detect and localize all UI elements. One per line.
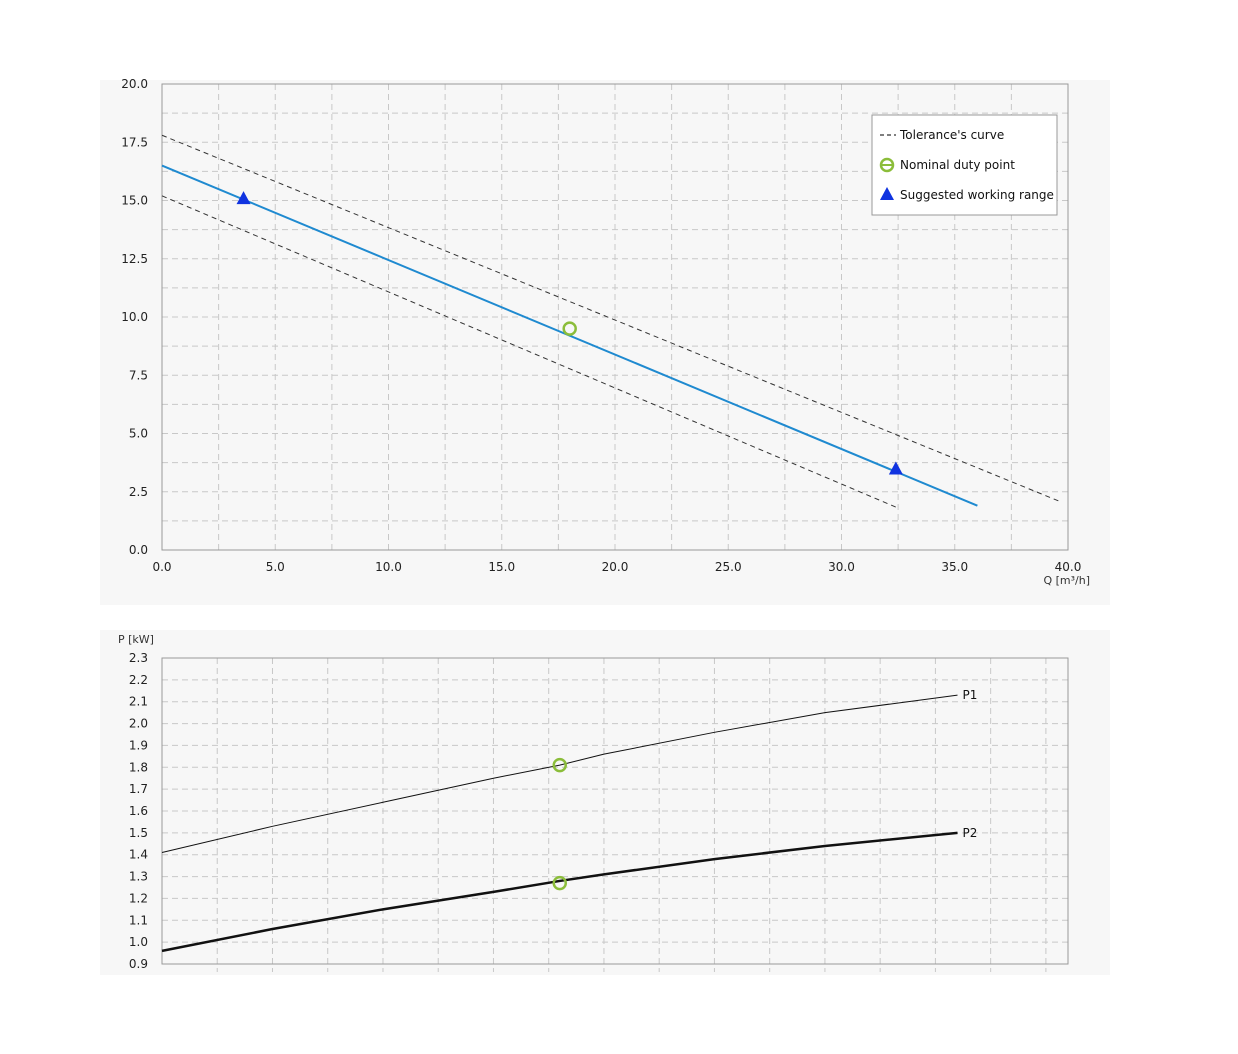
chart-background (100, 630, 1110, 975)
y-tick-label: 10.0 (121, 310, 148, 324)
y-tick-label: 1.1 (129, 913, 148, 927)
y-tick-label: 1.8 (129, 760, 148, 774)
legend-box (871, 114, 1058, 216)
y-tick-label: 2.0 (129, 717, 148, 731)
series-P1-line (161, 694, 958, 854)
y-tick-label: 7.5 (129, 368, 148, 382)
y-tick-label: 1.0 (129, 935, 148, 949)
legend-blue-triangle-icon (880, 187, 894, 200)
y-tick-label: 20.0 (121, 77, 148, 91)
y-tick-label: 2.5 (129, 485, 148, 499)
series-P2-label: P2 (963, 826, 978, 840)
duty-point-marker (562, 321, 577, 336)
legend-tolerance-label: Tolerance's curve (899, 128, 1004, 142)
y-tick-label: 5.0 (129, 427, 148, 441)
y-axis-ticks: 0.9 1.0 1.1 1.2 1.3 1.4 1.5 1.6 1.7 1.8 1.9 2.0 2.1 2… (129, 651, 148, 971)
y-tick-label: 0.9 (129, 957, 148, 971)
duty-point-marker (552, 757, 568, 773)
y-tick-label: 0.0 (129, 543, 148, 557)
grid (162, 658, 1068, 972)
y-tick-label: 1.6 (129, 804, 148, 818)
y-tick-label: 17.5 (121, 135, 148, 149)
duty-point-marker (552, 875, 568, 891)
x-tick-label: 35.0 (941, 560, 968, 574)
y-tick-label: 1.4 (129, 848, 148, 862)
y-tick-label: 15.0 (121, 194, 148, 208)
x-tick-label: 20.0 (602, 560, 629, 574)
legend: Tolerance's curve Nominal duty point Sug… (871, 114, 1058, 216)
y-tick-label: 1.3 (129, 870, 148, 884)
series-P2-line (161, 831, 958, 953)
x-tick-label: 5.0 (266, 560, 285, 574)
y-tick-label: 1.2 (129, 891, 148, 905)
y-tick-label: 2.3 (129, 651, 148, 665)
y-axis-ticks: 0.0 2.5 5.0 7.5 10.0 12.5 15.0 17.5 20.0 (121, 77, 148, 557)
y-tick-label: 12.5 (121, 252, 148, 266)
x-tick-label: 0.0 (152, 560, 171, 574)
y-axis-label: P [kW] (118, 633, 154, 646)
y-tick-label: 2.2 (129, 673, 148, 687)
y-tick-label: 1.5 (129, 826, 148, 840)
x-axis-label: Q [m³/h] (1043, 574, 1090, 587)
markers-group (236, 191, 903, 475)
y-tick-label: 1.9 (129, 738, 148, 752)
y-tick-label: 2.1 (129, 695, 148, 709)
x-tick-label: 15.0 (488, 560, 515, 574)
series-group: P1 P2 (161, 688, 978, 953)
legend-duty-point-label: Nominal duty point (900, 158, 1015, 172)
x-axis-ticks: 0.0 5.0 10.0 15.0 20.0 25.0 30.0 35.0 40.0 (152, 560, 1081, 574)
y-tick-label: 1.7 (129, 782, 148, 796)
x-tick-label: 30.0 (828, 560, 855, 574)
x-tick-label: 25.0 (715, 560, 742, 574)
series-P1-label: P1 (963, 688, 978, 702)
working-range-triangle-marker (236, 191, 251, 205)
x-tick-label: 10.0 (375, 560, 402, 574)
markers-group (552, 757, 568, 891)
plot-frame (161, 83, 1069, 551)
working-range-triangle-marker (888, 461, 903, 475)
head-flow-chart: 0.0 2.5 5.0 7.5 10.0 12.5 15.0 17.5 20.0 0.0 5.0 1… (121, 77, 1090, 587)
legend-working-range-label: Suggested working range (900, 188, 1054, 202)
plot-frame (161, 657, 1069, 965)
tolerance-lower-line (161, 195, 899, 509)
x-tick-label: 40.0 (1055, 560, 1082, 574)
